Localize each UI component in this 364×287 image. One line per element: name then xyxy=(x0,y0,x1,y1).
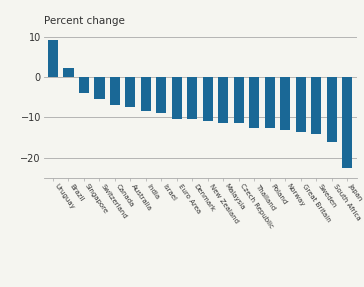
Bar xyxy=(110,77,120,105)
Bar xyxy=(249,77,260,127)
Bar xyxy=(48,40,58,77)
Bar xyxy=(280,77,290,129)
Bar xyxy=(296,77,306,131)
Bar xyxy=(79,77,89,93)
Bar xyxy=(203,77,213,121)
Bar xyxy=(157,77,166,113)
Bar xyxy=(141,77,151,111)
Bar xyxy=(126,77,135,107)
Bar xyxy=(172,77,182,119)
Bar xyxy=(94,77,104,99)
Text: Percent change: Percent change xyxy=(44,16,124,26)
Bar xyxy=(311,77,321,133)
Bar xyxy=(327,77,337,142)
Bar xyxy=(63,68,74,77)
Bar xyxy=(187,77,198,119)
Bar xyxy=(343,77,352,168)
Bar xyxy=(218,77,229,123)
Bar xyxy=(265,77,275,128)
Bar xyxy=(234,77,244,123)
